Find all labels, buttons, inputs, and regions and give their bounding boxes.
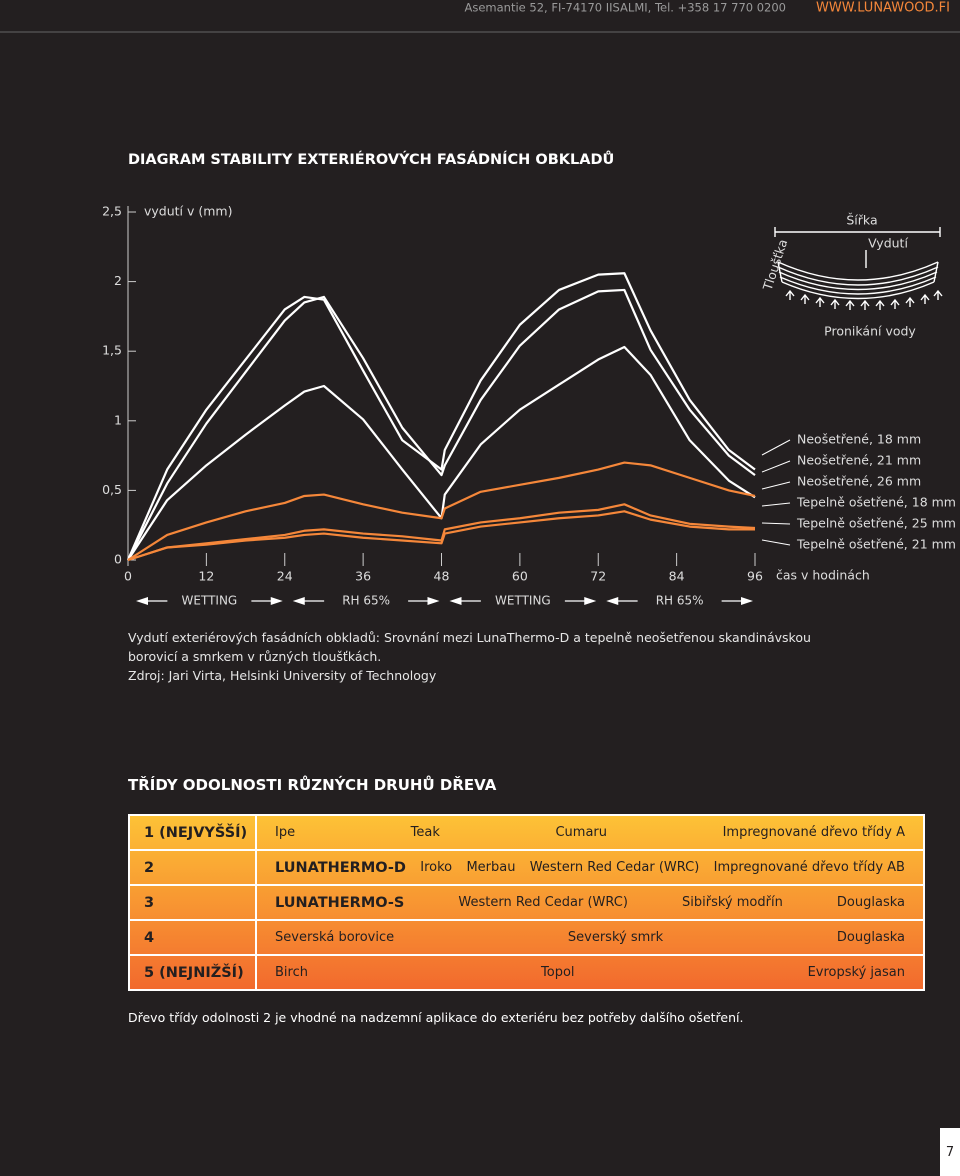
table-row: 1 (NEJVYŠŠÍ) Ipe Teak Cumaru Impregnované dř… [130,816,923,849]
x-tick-label: 24 [277,569,293,584]
x-tick-label: 12 [198,569,214,584]
series-line [127,503,756,562]
caption-text: Vydutí exteriérových fasádních obkladů: … [128,630,811,664]
legend-label: Tepelně ošetřené, 21 mm [796,537,956,552]
legend-leader [761,539,791,546]
y-tick-label: 0,5 [102,482,122,497]
y-tick-label: 2,5 [102,204,122,219]
chart: Asemantie 52, FI-74170 IISALMI, Tel. +35… [0,1,960,608]
legend-label: Neošetřené, 18 mm [797,432,921,447]
wood-name: Birch [275,965,308,980]
legend-label: Tepelně ošetřené, 18 mm [796,495,956,510]
caption: Vydutí exteriérových fasádních obkladů: … [128,628,828,685]
legend-leader [761,522,791,525]
class-cell: 4 [130,921,257,954]
class-cell: 3 [130,886,257,919]
wood-name: Impregnované dřevo třídy A [722,825,905,840]
table-row: 3 LUNATHERMO-S Western Red Cedar (WRC) Sibi… [130,884,923,919]
legend-label: Neošetřené, 26 mm [797,474,921,489]
diagram-label: Vydutí [868,236,908,251]
series-line [127,510,755,562]
series-line [126,272,756,561]
x-tick-label: 48 [434,569,450,584]
x-tick-label: 96 [747,569,763,584]
y-tick-label: 2 [114,273,122,288]
legend-label: Neošetřené, 21 mm [797,453,921,468]
class-cell: 1 (NEJVYŠŠÍ) [130,816,257,849]
phase-label: WETTING [182,594,238,608]
y-label: vydutí v (mm) [144,204,232,219]
wood-name: Evropský jasan [807,965,905,980]
items-cell: LUNATHERMO-D Iroko Merbau Western Red Cedar… [257,851,923,884]
diagram-label: Šířka [846,213,877,228]
y-tick-label: 1,5 [102,343,122,358]
caption-source: Zdroj: Jari Virta, Helsinki University o… [128,668,437,683]
wood-name: Iroko [420,860,453,875]
table: 1 (NEJVYŠŠÍ) Ipe Teak Cumaru Impregnované dř… [128,814,925,991]
wood-name: Merbau [466,860,516,875]
wood-name: Sibiřský modřín [682,895,783,910]
page-number: 7 [940,1128,960,1176]
legend-label: Tepelně ošetřené, 25 mm [796,516,956,531]
x-tick-label: 0 [124,569,132,584]
chart-title: DIAGRAM STABILITY EXTERIÉROVÝCH FASÁDNÍC… [128,150,614,168]
diagram-label: Pronikání vody [824,324,916,339]
items-cell: LUNATHERMO-S Western Red Cedar (WRC) Sibiř… [257,886,923,919]
items-cell: Ipe Teak Cumaru Impregnované dřevo třídy A [257,816,923,849]
x-tick-label: 72 [590,569,606,584]
y-tick-label: 0 [114,552,122,567]
table-row: 5 (NEJNIŽŠÍ) Birch Topol Evropský jasan [130,954,923,989]
table-note: Dřevo třídy odolnosti 2 je vhodné na nad… [128,1010,744,1025]
table-title: TŘÍDY ODOLNOSTI RŮZNÝCH DRUHŮ DŘEVA [128,776,497,794]
class-cell: 5 (NEJNIŽŠÍ) [130,956,257,989]
wood-name: Severská borovice [275,930,395,945]
x-tick-label: 60 [512,569,528,584]
y-tick-label: 1 [114,412,122,427]
x-tick-label: 84 [669,569,685,584]
table-row: 2 LUNATHERMO-D Iroko Merbau Western Red Ceda… [130,849,923,884]
items-cell: Birch Topol Evropský jasan [257,956,923,989]
wood-name: Douglaska [836,895,905,910]
x-label: čas v hodinách [776,568,870,583]
product-name: LUNATHERMO-S [275,894,405,911]
wood-name: Impregnované dřevo třídy AB [713,860,905,875]
phase-label: WETTING [495,594,551,608]
wood-name: Western Red Cedar (WRC) [458,895,628,910]
x-tick-label: 36 [355,569,371,584]
wood-name: Teak [410,825,440,840]
address: Asemantie 52, FI-74170 IISALMI, Tel. +35… [465,1,787,15]
wood-name: Severský smrk [567,930,664,945]
product-name: LUNATHERMO-D [275,859,406,876]
wood-name: Topol [541,965,575,980]
phase-label: RH 65% [342,594,390,608]
items-cell: Severská borovice Severský smrk Douglaska [257,921,923,954]
wood-name: Ipe [275,825,296,840]
wood-name: Cumaru [555,825,608,840]
legend-leader [761,460,791,473]
legend-leader [761,481,791,490]
series-line [127,345,756,561]
class-cell: 2 [130,851,257,884]
phase-label: RH 65% [656,594,704,608]
wood-name: Douglaska [836,930,905,945]
series-line [127,461,756,561]
series-line [127,288,756,561]
profile-diagram [774,227,943,310]
table-row: 4 Severská borovice Severský smrk Douglaska [130,919,923,954]
wood-name: Western Red Cedar (WRC) [529,860,700,875]
web: WWW.LUNAWOOD.FI [816,1,950,16]
legend-leader [761,502,791,507]
legend-leader [761,439,791,456]
